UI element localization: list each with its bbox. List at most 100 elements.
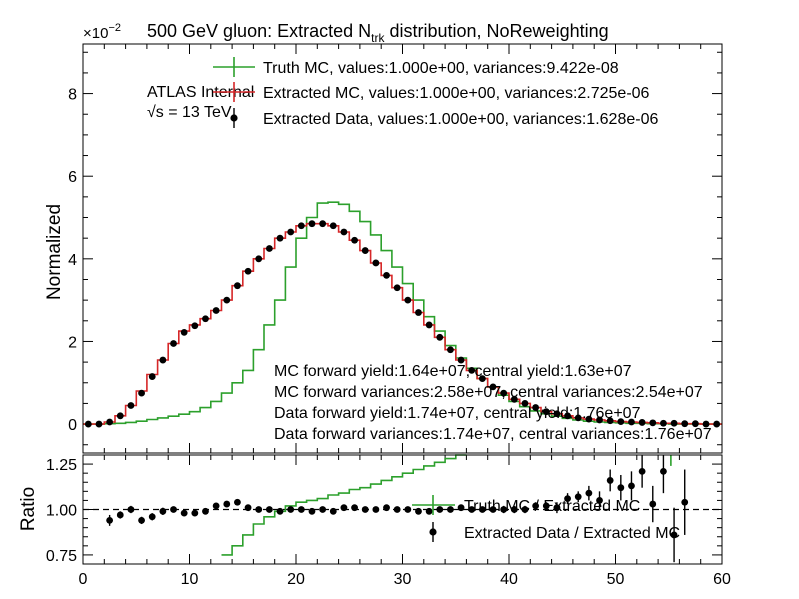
energy-label: √s = 13 TeV [147, 104, 232, 121]
ratio-plot-area: 0.75 1.00 1.25 0 10 20 30 40 50 60 [46, 454, 731, 588]
atlas-label: ATLAS Internal [147, 84, 254, 101]
y-exponent-base: ×10 [83, 25, 108, 42]
extracted-data-point [297, 222, 305, 230]
x-tick-label: 60 [713, 571, 731, 588]
extracted-data-point [713, 420, 721, 428]
ratio-data-point [447, 506, 454, 513]
extracted-data-point [148, 373, 156, 380]
truth-over-extracted-mc-line [221, 454, 467, 556]
extracted-data-point [202, 315, 209, 323]
extracted-data-point [596, 416, 603, 424]
ratio-data-point [127, 506, 135, 513]
legend-entry-label: Extracted Data, values:1.000e+00, varian… [263, 111, 658, 128]
x-tick-label: 30 [394, 571, 412, 588]
extracted-data-point [447, 346, 454, 354]
extracted-data-point [127, 402, 135, 409]
extracted-data-point [500, 389, 508, 397]
ratio-data-point [138, 517, 145, 524]
ratio-data-point [489, 506, 497, 513]
ratio-data-point [212, 502, 220, 510]
ratio-y-tick-label: 1.00 [46, 503, 77, 520]
legend-entry-label: Truth MC, values:1.000e+00, variances:9.… [263, 60, 619, 77]
ratio-data-point [159, 507, 167, 515]
extracted-data-point [532, 404, 540, 411]
ratio-data-point [202, 507, 209, 515]
ratio-data-point [372, 506, 380, 513]
ratio-data-point [223, 500, 231, 508]
main-y-tick-label: 8 [68, 87, 77, 104]
ratio-data-point [106, 517, 114, 524]
extracted-data-point [404, 296, 412, 304]
ratio-data-point [468, 506, 476, 513]
extracted-data-point [276, 234, 284, 242]
extracted-data-point [606, 417, 614, 425]
extracted-mc-series-line [83, 222, 722, 425]
yield-annotation-line: Data forward yield:1.74e+07, central yie… [274, 405, 641, 422]
main-plot-frame [82, 43, 723, 454]
main-plot-area: 0 2 4 6 8 [68, 44, 723, 453]
extracted-data-point [351, 236, 358, 244]
ratio-data-point [308, 507, 316, 515]
extracted-data-point [116, 412, 124, 420]
ratio-data-point [191, 509, 199, 517]
extracted-data-point [138, 389, 145, 397]
ratio-plot-frame [82, 454, 723, 565]
extracted-data-point [223, 296, 231, 304]
ratio-data-point [553, 504, 561, 512]
extracted-data-point [553, 410, 561, 418]
extracted-data-point [393, 284, 401, 292]
x-tick-label: 10 [181, 571, 199, 588]
extracted-data-point [585, 415, 593, 423]
ratio-data-point [276, 507, 284, 515]
main-y-axis-label: Normalized [44, 204, 65, 300]
ratio-data-point [340, 504, 348, 512]
ratio-data-point [170, 506, 177, 513]
extracted-data-point [521, 400, 529, 407]
extracted-data-point [489, 383, 497, 391]
extracted-data-point [159, 356, 167, 364]
extracted-data-point [415, 309, 422, 316]
yield-annotations: MC forward yield:1.64e+07, central yield… [274, 363, 712, 443]
main-y-tick-label: 4 [68, 252, 77, 269]
ratio-data-point [180, 509, 188, 517]
extracted-data-point [468, 366, 476, 374]
extracted-data-point [660, 419, 667, 427]
ratio-data-point [116, 511, 124, 519]
ratio-legend-label: Extracted Data / Extracted MC [464, 525, 680, 542]
extracted-data-point [287, 228, 295, 236]
yield-annotation-line: MC forward yield:1.64e+07, central yield… [274, 363, 632, 380]
ratio-data-point [585, 489, 593, 497]
ratio-legend-point-marker [429, 528, 437, 536]
ratio-data-point [564, 495, 571, 502]
ratio-data-point [628, 482, 635, 490]
ratio-legend-label: Truth MC / Extracted MC [464, 498, 640, 515]
extracted-data-point [170, 340, 177, 347]
ratio-legend: Truth MC / Extracted MC Extracted Data / … [412, 495, 680, 542]
ratio-data-point [478, 506, 486, 513]
extracted-data-point [670, 419, 678, 427]
ratio-data-point [649, 500, 657, 508]
chart-title: 500 GeV gluon: Extracted Ntrk distributi… [147, 21, 609, 45]
extracted-data-point [628, 418, 635, 426]
ratio-data-point [500, 506, 508, 513]
extracted-data-point [95, 420, 103, 428]
extracted-data-point [191, 322, 199, 330]
extracted-data-point [510, 395, 518, 403]
main-y-tick-label: 0 [68, 417, 77, 434]
extracted-data-point [425, 321, 433, 329]
chart-title-main: 500 GeV gluon: Extracted N [147, 21, 371, 41]
extracted-data-point [319, 220, 327, 228]
y-exponent-power: −2 [108, 22, 121, 34]
ratio-data-point [234, 498, 241, 506]
ratio-data-point [361, 506, 369, 513]
extracted-data-point [329, 222, 337, 230]
extracted-data-point [617, 418, 625, 426]
ratio-data-point [681, 498, 689, 506]
x-tick-label: 40 [500, 571, 518, 588]
ratio-data-point [287, 506, 295, 513]
main-legend: Truth MC, values:1.000e+00, variances:9.… [213, 57, 658, 128]
extracted-data-point [478, 375, 486, 383]
chart-title-rest: distribution, NoReweighting [384, 21, 608, 41]
ratio-y-tick-label: 1.25 [46, 457, 77, 474]
yield-annotation-line: Data forward variances:1.74e+07, central… [274, 426, 712, 443]
